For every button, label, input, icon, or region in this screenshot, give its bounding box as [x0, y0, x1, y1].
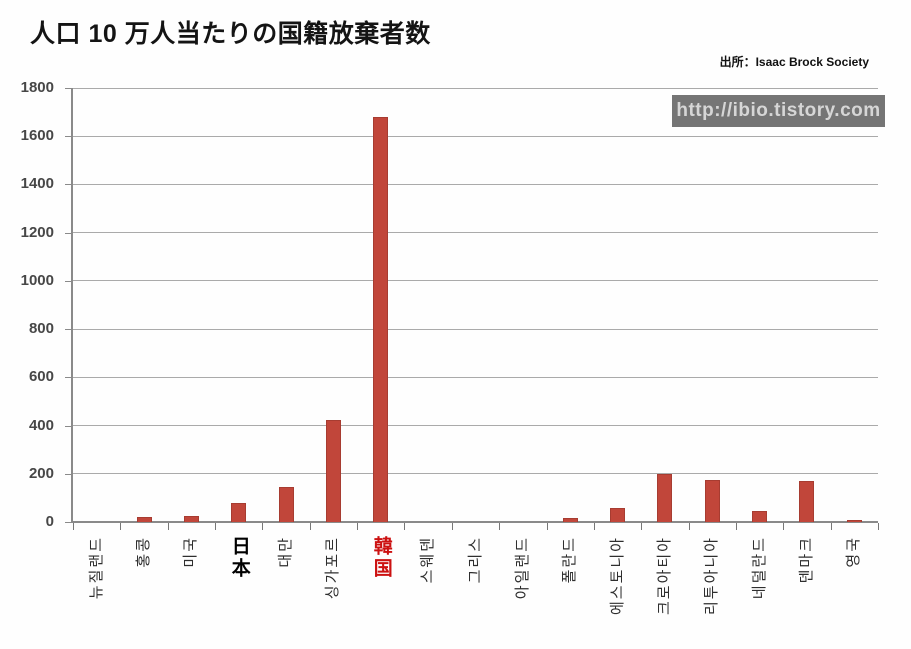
y-axis-tick [65, 88, 72, 89]
gridline-y-1800 [73, 87, 878, 89]
bar-japan [231, 502, 247, 522]
x-axis-label-usa: 미국 [182, 536, 200, 568]
bar-croatia [657, 473, 673, 522]
x-axis-tick [735, 523, 737, 530]
source-credit: 出所：Isaac Brock Society [719, 55, 869, 69]
bar-netherlands [752, 511, 768, 522]
x-axis-label-south-korea: 韓国 [370, 536, 392, 580]
y-axis-tick-label: 400 [28, 416, 54, 434]
x-axis-label-taiwan: 대만 [277, 536, 295, 568]
x-axis-tick [309, 523, 311, 530]
x-axis-tick [167, 523, 169, 530]
x-axis-label-ireland: 아일랜드 [513, 536, 531, 600]
x-axis-label-lithuania: 리투아니아 [703, 536, 721, 616]
y-axis-tick-label: 1600 [20, 127, 54, 145]
x-axis-label-new-zealand: 뉴질랜드 [87, 536, 105, 600]
y-axis-tick-label: 0 [45, 513, 54, 530]
x-axis-tick [357, 523, 359, 530]
gridline-y-400 [73, 425, 878, 427]
x-axis-tick [783, 523, 785, 530]
y-axis-tick [65, 522, 72, 523]
x-axis-label-japan: 日本 [228, 536, 250, 580]
gridline-y-1600 [73, 135, 878, 137]
bar-usa [183, 515, 199, 522]
y-axis-tick [65, 280, 72, 282]
x-axis-label-singapore: 싱가포르 [324, 536, 342, 600]
x-axis-tick [262, 523, 264, 530]
gridline-y-1400 [73, 183, 878, 185]
y-axis-tick-label: 800 [28, 320, 54, 338]
bar-denmark [799, 481, 815, 522]
watermark-url: http://ibio.tistory.com [672, 95, 885, 127]
y-axis-tick-label: 1400 [20, 175, 54, 193]
bar-singapore [325, 419, 341, 522]
bar-poland [562, 518, 578, 522]
x-axis-label-sweden: 스웨덴 [419, 536, 437, 584]
bar-lithuania [704, 479, 720, 522]
x-axis-label-croatia: 크로아티아 [655, 536, 673, 616]
gridline-y-200 [73, 473, 878, 475]
x-axis-label-uk: 영국 [845, 536, 863, 568]
gridline-y-600 [73, 376, 878, 378]
y-axis-line [71, 88, 73, 522]
x-axis-tick [215, 523, 217, 530]
chart-title: 人口 10 万人当たりの国籍放棄者数 [30, 20, 431, 48]
x-axis-label-estonia: 에스토니아 [608, 536, 626, 616]
y-axis-tick [65, 184, 72, 186]
x-axis-label-greece: 그리스 [466, 536, 484, 584]
x-axis-label-hong-kong: 홍콩 [135, 536, 153, 568]
x-axis-tick [546, 523, 548, 530]
bar-hong-kong [136, 517, 152, 522]
bar-south-korea [373, 116, 389, 522]
gridline-y-800 [73, 328, 878, 330]
y-axis-tick-label: 1000 [20, 271, 54, 289]
x-axis-tick [120, 523, 122, 530]
x-axis-tick [404, 523, 406, 530]
x-axis-line [71, 521, 878, 523]
bar-uk [846, 519, 862, 522]
y-axis-tick-label: 600 [28, 368, 54, 386]
y-axis-tick [65, 329, 72, 331]
gridline-y-1000 [73, 280, 878, 282]
gridline-y-1200 [73, 232, 878, 234]
x-axis-tick [688, 523, 690, 530]
x-axis-tick [451, 523, 453, 530]
x-axis-label-denmark: 덴마크 [797, 536, 815, 584]
x-axis-tick [73, 523, 74, 530]
y-axis-tick [65, 232, 72, 234]
x-axis-tick [593, 523, 595, 530]
x-axis-label-netherlands: 네덜란드 [750, 536, 768, 600]
y-axis-tick [65, 473, 72, 475]
y-axis-tick [65, 136, 72, 138]
y-axis-tick-label: 1800 [20, 79, 54, 96]
y-axis-tick-label: 200 [28, 464, 54, 482]
y-axis-tick [65, 377, 72, 379]
x-axis-tick [878, 523, 879, 530]
y-axis-tick [65, 425, 72, 427]
bar-taiwan [278, 487, 294, 522]
x-axis-tick [830, 523, 832, 530]
y-axis-tick-label: 1200 [20, 223, 54, 241]
bar-estonia [610, 507, 626, 522]
x-axis-tick [499, 523, 501, 530]
x-axis-tick [641, 523, 643, 530]
x-axis-label-poland: 폴란드 [561, 536, 579, 584]
